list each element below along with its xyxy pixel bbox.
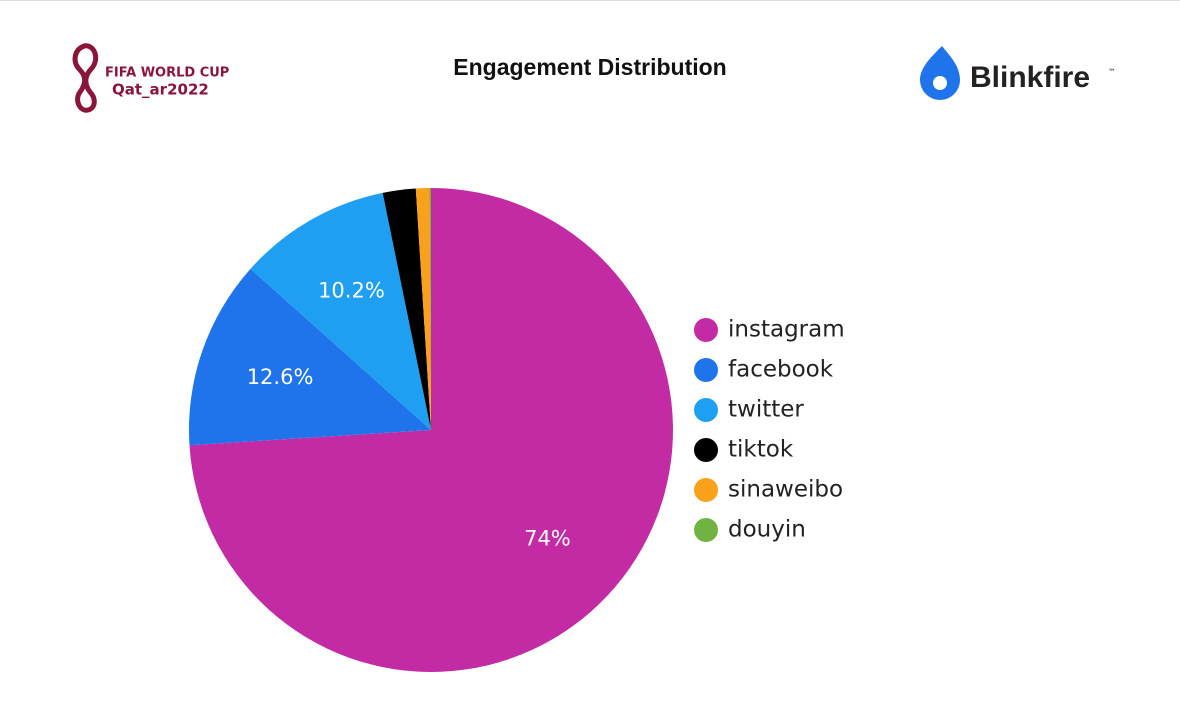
blinkfire-logo: Blinkfire ™: [920, 46, 1116, 100]
pie: 74% 12.6% 10.2%: [189, 187, 673, 672]
pie-slice: [382, 188, 431, 430]
legend-label: facebook: [728, 357, 834, 383]
legend-label: douyin: [728, 517, 806, 543]
trademark: ™: [1108, 68, 1116, 77]
legend-swatch: [694, 398, 718, 422]
flame-core: [933, 76, 947, 90]
legend-swatch: [694, 518, 718, 542]
pie-slice: [189, 188, 673, 672]
legend-swatch: [694, 438, 718, 462]
pie-slice: [189, 268, 431, 446]
legend-label: tiktok: [728, 437, 794, 463]
pie-slice: [429, 187, 431, 430]
legend-label: instagram: [728, 317, 845, 343]
data-label: 12.6%: [247, 365, 314, 389]
flame: [920, 46, 960, 100]
logo-text: FIFA WORLD CUP: [105, 66, 229, 81]
data-label: 10.2%: [318, 279, 385, 303]
logo-text: Qat_ar2022: [112, 81, 209, 99]
pie-slice: [415, 188, 431, 430]
legend-label: twitter: [728, 397, 804, 423]
fifa-emblem: [72, 43, 99, 113]
fifa-logo: FIFA WORLD CUP Qat_ar2022: [72, 43, 229, 113]
data-label: 74%: [524, 526, 571, 550]
legend: instagram facebook twitter tiktok sinaweibo d…: [694, 317, 845, 543]
legend-label: sinaweibo: [728, 477, 843, 503]
pie-slice: [250, 192, 431, 430]
logo-text: Blinkfire: [970, 61, 1090, 94]
legend-swatch: [694, 318, 718, 342]
legend-swatch: [694, 358, 718, 382]
legend-swatch: [694, 478, 718, 502]
chart-title: Engagement Distribution: [453, 54, 726, 80]
